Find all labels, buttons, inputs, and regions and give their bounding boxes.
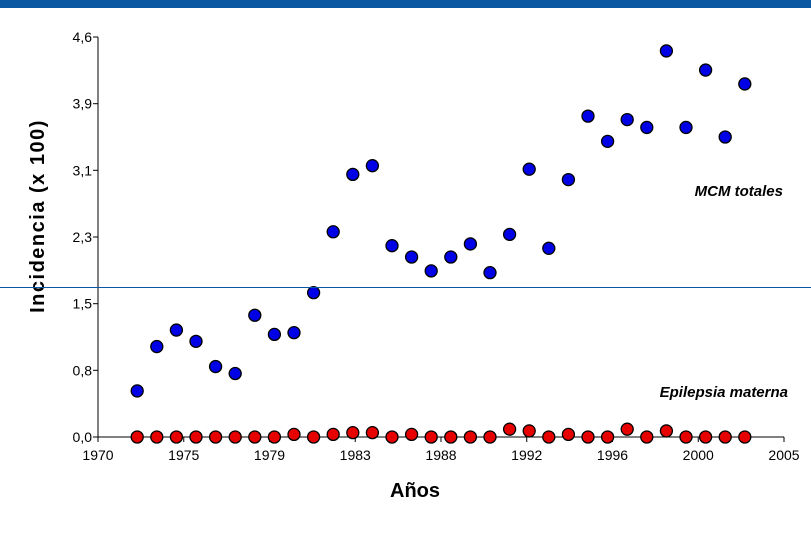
data-point [640, 430, 654, 444]
x-tick-label: 1970 [82, 447, 113, 463]
data-point [561, 427, 576, 442]
data-point [483, 266, 497, 280]
data-point [306, 430, 321, 444]
data-point [169, 323, 184, 337]
data-point [561, 172, 576, 187]
x-tick-label: 1975 [168, 447, 199, 463]
data-point [640, 120, 654, 135]
series-0-points [130, 44, 752, 398]
x-tick-label: 2000 [683, 447, 714, 463]
data-point [385, 430, 399, 444]
data-point [424, 430, 438, 444]
data-point [189, 334, 203, 348]
data-point [444, 430, 458, 444]
data-point [326, 225, 340, 239]
data-point [424, 264, 438, 278]
data-point [130, 430, 144, 444]
data-point [150, 430, 164, 444]
x-axis-title: Años [390, 480, 440, 502]
top-accent-bar [0, 0, 811, 8]
data-point [306, 286, 321, 300]
data-point [248, 308, 262, 322]
data-point [346, 167, 360, 182]
x-tick-label: 1979 [254, 447, 285, 463]
data-point [150, 339, 164, 354]
data-point [659, 44, 674, 58]
x-tick-label: 1983 [340, 447, 371, 463]
data-point [600, 430, 615, 444]
y-tick-label: 3,1 [73, 162, 93, 178]
data-point [679, 120, 693, 135]
data-point [346, 426, 360, 440]
y-tick-label: 3,9 [73, 96, 93, 112]
data-point [169, 430, 184, 444]
x-tick-label: 1988 [425, 447, 456, 463]
y-tick-label: 1,5 [73, 296, 93, 312]
x-tick-label: 2005 [768, 447, 799, 463]
data-point [228, 430, 242, 444]
series-1-points [130, 422, 752, 444]
data-point [463, 237, 478, 251]
y-tick-label: 0,8 [73, 362, 93, 378]
data-point [542, 241, 556, 255]
data-point [444, 250, 458, 264]
y-tick-label: 4,6 [73, 29, 93, 45]
y-tick-label: 0,0 [73, 429, 93, 445]
data-point [698, 63, 713, 77]
data-point [600, 134, 615, 148]
y-axis-title: Incidencia (x 100) [27, 119, 49, 313]
chart-ticks: 1970 1975 1979 1983 1988 1992 1996 2000 2005 0,0 0… [73, 29, 800, 463]
data-point [385, 239, 399, 253]
data-point [463, 430, 478, 444]
data-point [698, 430, 713, 444]
data-point [189, 430, 203, 444]
data-point [620, 422, 634, 436]
data-point [659, 424, 674, 438]
data-point [718, 430, 732, 444]
data-point [718, 130, 732, 144]
data-point [679, 430, 693, 444]
data-point [581, 430, 595, 444]
data-point [738, 77, 752, 91]
data-point [502, 227, 517, 242]
chart-axes [97, 37, 784, 438]
data-point [502, 422, 517, 436]
data-point [365, 426, 380, 440]
data-point [483, 430, 497, 444]
data-point [522, 424, 536, 438]
chart-points [130, 44, 752, 444]
y-tick-label: 2,3 [73, 229, 93, 245]
data-point [404, 250, 419, 264]
data-point [620, 112, 634, 127]
x-tick-label: 1992 [511, 447, 542, 463]
data-point [248, 430, 262, 444]
data-point [208, 430, 223, 444]
data-point [738, 430, 752, 444]
data-point [130, 384, 144, 398]
data-point [522, 162, 536, 176]
series-label-epilepsia-materna: Epilepsia materna [660, 384, 788, 401]
data-point [267, 327, 282, 342]
slide-divider-line [0, 287, 811, 288]
data-point [365, 159, 380, 173]
series-label-mcm-totales: MCM totales [695, 183, 783, 200]
data-point [404, 427, 419, 442]
data-point [287, 427, 301, 442]
data-point [287, 326, 301, 340]
data-point [542, 430, 556, 444]
data-point [326, 427, 340, 442]
data-point [208, 359, 223, 374]
data-point [581, 109, 595, 123]
data-point [267, 430, 282, 444]
x-tick-label: 1996 [597, 447, 628, 463]
data-point [228, 366, 242, 381]
